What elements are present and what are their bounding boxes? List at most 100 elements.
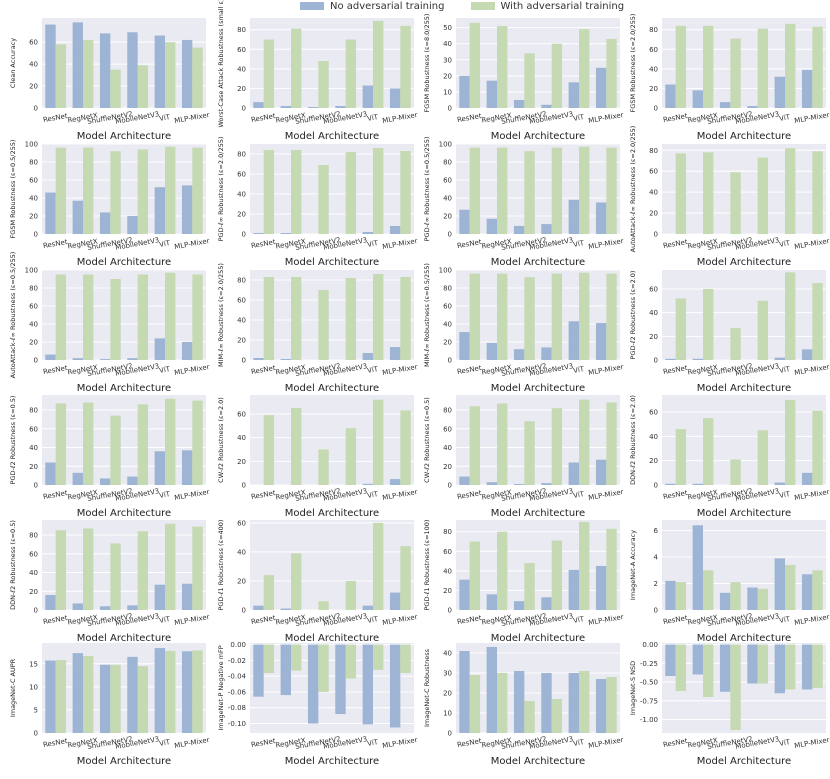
bar-vit-adv [165,42,176,108]
bar-mobilenetv3-no-adv [747,587,758,610]
y-axis-label: Clean Accuracy [9,38,17,88]
subplot-ddn-2-robustness-2-0: 0204060ResNetRegNetXShuffleNetV2MobileNe… [629,395,830,519]
bar-mlp-mixer-adv [192,400,203,485]
y-tick-label: 10 [443,710,452,718]
bar-regnetx-no-adv [72,358,83,360]
bar-mlp-mixer-no-adv [595,565,607,610]
bar-vit-no-adv [568,321,579,360]
y-tick-label: 100 [25,141,38,149]
y-tick-label: 40 [443,567,452,575]
bar-shufflenetv2-no-adv [513,671,525,733]
x-tick-label: ResNet [662,614,688,626]
bar-vit-adv [373,148,384,234]
bar-resnet-adv [55,530,67,610]
legend: No adversarial training With adversarial… [300,0,624,12]
bar-regnetx-adv [83,528,94,610]
bar-resnet-adv [675,644,687,691]
bar-vit-no-adv [154,338,165,360]
bar-mobilenetv3-no-adv [127,656,138,733]
bar-shufflenetv2-adv [730,38,741,108]
bar-shufflenetv2-no-adv [513,601,525,610]
bar-vit-no-adv [774,482,785,485]
y-tick-label: 60 [237,410,246,418]
bar-resnet-no-adv [459,651,470,733]
bar-shufflenetv2-no-adv [719,644,731,692]
bar-regnetx-adv [83,147,94,234]
bar-mobilenetv3-no-adv [541,597,552,610]
bar-shufflenetv2-no-adv [99,478,111,485]
bar-vit-adv [165,398,176,485]
x-tick-label: ResNet [42,489,68,501]
bar-resnet-no-adv [45,595,56,610]
x-tick-label: ResNet [42,112,68,124]
x-tick-label: ResNet [42,737,68,749]
bar-regnetx-adv [497,26,508,109]
x-tick-label: ViT [573,113,586,123]
bar-vit-no-adv [154,35,165,108]
y-tick-label: 4 [654,554,659,562]
bar-mobilenetv3-adv [345,580,357,610]
bar-regnetx-no-adv [280,359,291,360]
bar-vit-no-adv [568,199,579,234]
bar-vit-no-adv [568,462,579,485]
x-tick-label: ResNet [662,489,688,501]
bar-vit-adv [165,272,176,360]
x-tick-label: MLP-Mixer [794,237,830,251]
plot-area [42,144,206,234]
bar-regnetx-no-adv [486,342,497,360]
bar-shufflenetv2-adv [524,151,535,234]
bar-vit-no-adv [154,584,165,610]
bar-shufflenetv2-adv [110,279,121,360]
bar-mobilenetv3-adv [551,147,563,234]
bar-mobilenetv3-no-adv [541,224,552,234]
y-tick-label: 40 [29,444,38,452]
bar-regnetx-adv [703,644,714,697]
subplot-cw-2-robustness-0-5: 020406080ResNetRegNetXShuffleNetV2Mobile… [423,395,624,519]
bar-resnet-adv [675,153,687,234]
bar-resnet-no-adv [665,580,676,610]
y-tick-label: -0.06 [228,688,247,696]
bar-mobilenetv3-adv [551,43,563,108]
bar-mlp-mixer-no-adv [181,450,193,485]
y-tick-label: 60 [443,303,452,311]
bar-vit-adv [785,148,796,234]
y-tick-label: 6 [654,527,659,535]
x-tick-label: ViT [573,490,586,500]
x-axis-label: Model Architecture [697,131,791,142]
y-tick-label: 40 [443,444,452,452]
y-tick-label: 40 [237,191,246,199]
y-tick-label: 20 [649,85,658,93]
x-tick-label: ResNet [250,364,276,376]
bar-mobilenetv3-no-adv [541,673,552,733]
bar-mlp-mixer-no-adv [181,342,193,360]
y-tick-label: 5 [34,706,38,714]
y-tick-label: 0 [654,357,658,365]
y-tick-label: 60 [443,177,452,185]
bar-mlp-mixer-no-adv [181,651,193,733]
bar-mlp-mixer-adv [812,644,823,688]
bar-vit-adv [785,565,796,610]
y-axis-label: AutoAttack-ℓ∞ Robustness (ε=2.0/255) [629,126,637,253]
subplot-worst-case-attack-robustness-small: 020406080ResNetRegNetXShuffleNetV2Mobile… [217,0,418,142]
y-axis-label: ImageNet-C AUPR [9,658,17,717]
bar-regnetx-no-adv [280,644,291,696]
subplot-imagenet-c-aupr: 051015ResNetRegNetXShuffleNetV2MobileNet… [9,643,210,767]
bar-vit-no-adv [568,673,579,733]
plot-area [662,270,826,360]
bar-mobilenetv3-no-adv [747,106,758,108]
x-tick-label: ViT [367,615,380,625]
y-tick-label: 80 [29,159,38,167]
plot-area [456,395,620,485]
bar-mlp-mixer-adv [606,147,617,234]
plot-area [42,520,206,610]
x-tick-label: ResNet [456,112,482,124]
y-tick-label: 40 [237,548,246,556]
bar-regnetx-no-adv [692,644,703,675]
bar-resnet-adv [263,277,275,360]
x-axis-label: Model Architecture [77,383,171,394]
bar-vit-no-adv [362,644,373,725]
bar-resnet-no-adv [45,660,56,733]
bar-resnet-no-adv [459,209,470,234]
bar-vit-no-adv [362,605,373,610]
